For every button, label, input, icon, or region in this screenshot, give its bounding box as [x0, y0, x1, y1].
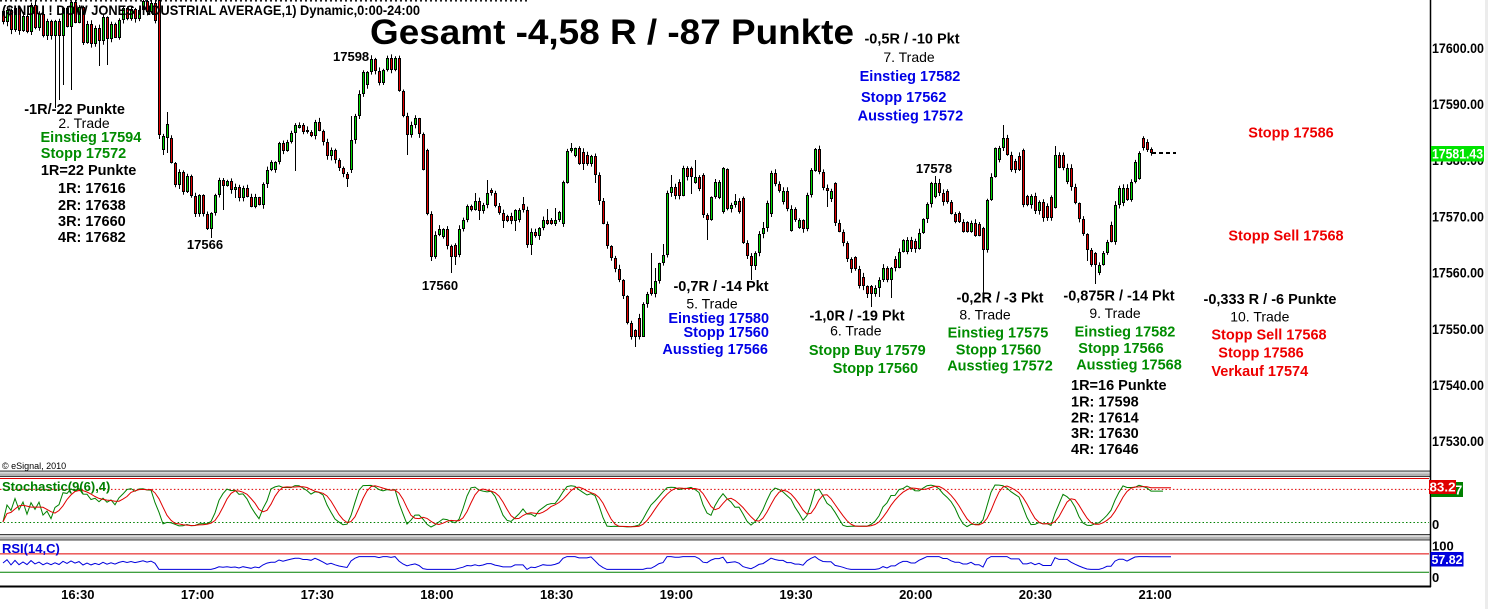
svg-text:19:00: 19:00	[660, 587, 693, 602]
svg-text:($INDU ! DOW JONES INDUSTRIAL: ($INDU ! DOW JONES INDUSTRIAL AVERAGE,1)…	[2, 3, 420, 18]
svg-text:17530.00: 17530.00	[1432, 433, 1484, 449]
svg-text:17540.00: 17540.00	[1432, 377, 1484, 393]
svg-text:Einstieg 17594: Einstieg 17594	[41, 130, 142, 146]
svg-text:20:30: 20:30	[1019, 587, 1052, 602]
svg-text:18:00: 18:00	[420, 587, 453, 602]
svg-text:Stopp Sell 17568: Stopp Sell 17568	[1211, 328, 1326, 344]
svg-text:17598: 17598	[333, 49, 369, 64]
svg-text:57.82: 57.82	[1432, 552, 1463, 567]
svg-text:Einstieg 17582: Einstieg 17582	[1075, 325, 1176, 341]
svg-text:17560.00: 17560.00	[1432, 265, 1484, 281]
svg-text:RSI(14,C): RSI(14,C)	[2, 541, 60, 556]
svg-text:© eSignal, 2010: © eSignal, 2010	[2, 461, 66, 471]
svg-text:83.2: 83.2	[1430, 480, 1456, 495]
svg-text:Stopp 17566: Stopp 17566	[1078, 341, 1163, 357]
svg-text:7: 7	[1455, 483, 1462, 498]
svg-text:6. Trade: 6. Trade	[830, 323, 882, 339]
svg-text:2. Trade: 2. Trade	[58, 115, 110, 131]
svg-text:-1,0R / -19 Pkt: -1,0R / -19 Pkt	[809, 309, 904, 325]
svg-text:17566: 17566	[187, 237, 223, 252]
svg-text:Stochastic(9(6),4): Stochastic(9(6),4)	[2, 479, 110, 494]
svg-text:1R: 17598: 1R: 17598	[1071, 395, 1139, 411]
svg-text:1R: 17616: 1R: 17616	[58, 181, 126, 197]
svg-text:17560: 17560	[422, 278, 458, 293]
svg-text:17581.43: 17581.43	[1432, 146, 1483, 162]
svg-text:4R: 17682: 4R: 17682	[58, 230, 126, 246]
svg-text:17600.00: 17600.00	[1432, 40, 1484, 56]
svg-text:19:30: 19:30	[779, 587, 812, 602]
svg-text:17570.00: 17570.00	[1432, 208, 1484, 224]
svg-text:5. Trade: 5. Trade	[686, 296, 738, 312]
svg-text:Stopp 17560: Stopp 17560	[833, 361, 918, 377]
svg-text:Ausstieg 17572: Ausstieg 17572	[947, 359, 1053, 375]
svg-text:16:30: 16:30	[61, 587, 94, 602]
svg-text:-0,7R / -14 Pkt: -0,7R / -14 Pkt	[673, 279, 768, 295]
svg-text:10. Trade: 10. Trade	[1230, 309, 1289, 325]
svg-text:7. Trade: 7. Trade	[883, 49, 935, 65]
svg-text:-0,5R / -10 Pkt: -0,5R / -10 Pkt	[864, 32, 959, 48]
svg-text:8. Trade: 8. Trade	[959, 307, 1011, 323]
svg-text:2R: 17614: 2R: 17614	[1071, 411, 1139, 427]
svg-text:17590.00: 17590.00	[1432, 96, 1484, 112]
svg-text:20:00: 20:00	[899, 587, 932, 602]
svg-text:Stopp Sell 17568: Stopp Sell 17568	[1228, 229, 1343, 245]
svg-text:17550.00: 17550.00	[1432, 321, 1484, 337]
svg-text:Ausstieg 17566: Ausstieg 17566	[662, 342, 768, 358]
svg-text:Einstieg 17575: Einstieg 17575	[948, 326, 1049, 342]
svg-text:9. Trade: 9. Trade	[1089, 305, 1141, 321]
svg-text:Stopp 17560: Stopp 17560	[956, 343, 1041, 359]
svg-text:Verkauf 17574: Verkauf 17574	[1211, 364, 1308, 380]
svg-text:100: 100	[1432, 539, 1454, 554]
svg-text:-1R/-22 Punkte: -1R/-22 Punkte	[24, 102, 125, 118]
svg-text:-0,875R / -14 Pkt: -0,875R / -14 Pkt	[1063, 288, 1174, 304]
svg-text:Stopp Buy 17579: Stopp Buy 17579	[809, 343, 926, 359]
svg-text:3R: 17660: 3R: 17660	[58, 214, 126, 230]
svg-text:Stopp 17572: Stopp 17572	[41, 146, 126, 162]
svg-text:17:00: 17:00	[181, 587, 214, 602]
svg-text:Ausstieg 17572: Ausstieg 17572	[858, 109, 964, 125]
svg-text:Einstieg 17580: Einstieg 17580	[668, 311, 769, 327]
svg-text:1R=22 Punkte: 1R=22 Punkte	[41, 163, 137, 179]
svg-text:17:30: 17:30	[301, 587, 334, 602]
svg-text:2R: 17638: 2R: 17638	[58, 198, 126, 214]
svg-text:3R: 17630: 3R: 17630	[1071, 426, 1139, 442]
svg-text:-0,2R / -3 Pkt: -0,2R / -3 Pkt	[956, 290, 1043, 306]
svg-text:Stopp 17560: Stopp 17560	[683, 325, 768, 341]
svg-text:1R=16 Punkte: 1R=16 Punkte	[1071, 378, 1167, 394]
svg-text:4R: 17646: 4R: 17646	[1071, 442, 1139, 458]
svg-text:Stopp 17562: Stopp 17562	[861, 90, 946, 106]
svg-text:21:00: 21:00	[1138, 587, 1171, 602]
svg-text:Einstieg 17582: Einstieg 17582	[860, 69, 961, 85]
svg-text:0: 0	[1432, 570, 1439, 585]
svg-text:Stopp 17586: Stopp 17586	[1248, 126, 1333, 142]
svg-text:17578: 17578	[916, 161, 952, 176]
svg-text:0: 0	[1432, 517, 1439, 532]
svg-text:-0,333 R / -6 Punkte: -0,333 R / -6 Punkte	[1204, 292, 1337, 308]
svg-text:Ausstieg 17568: Ausstieg 17568	[1076, 358, 1182, 374]
svg-text:18:30: 18:30	[540, 587, 573, 602]
svg-text:Gesamt -4,58 R / -87 Punkte: Gesamt -4,58 R / -87 Punkte	[370, 13, 854, 52]
svg-text:Stopp 17586: Stopp 17586	[1218, 345, 1303, 361]
